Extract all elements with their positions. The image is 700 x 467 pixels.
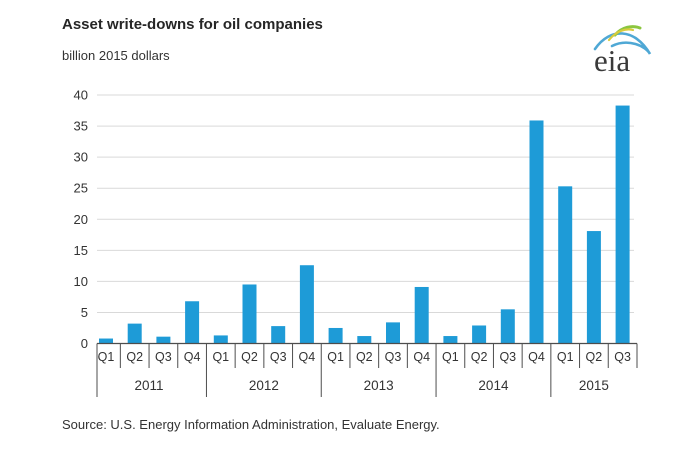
- bar: [500, 309, 515, 344]
- quarter-label: Q2: [471, 350, 488, 364]
- quarter-label: Q3: [155, 350, 172, 364]
- quarter-label: Q3: [614, 350, 631, 364]
- y-tick-label: 5: [81, 305, 88, 320]
- quarter-label: Q1: [442, 350, 459, 364]
- quarter-label: Q4: [413, 350, 430, 364]
- logo-leaf-yellow: [607, 28, 635, 42]
- quarter-label: Q3: [385, 350, 402, 364]
- bar: [242, 284, 257, 344]
- page-title: Asset write-downs for oil companies: [62, 16, 323, 33]
- quarter-label: Q3: [270, 350, 287, 364]
- bar: [156, 336, 171, 344]
- quarter-label: Q2: [356, 350, 373, 364]
- quarter-label: Q1: [98, 350, 115, 364]
- bar: [529, 120, 544, 344]
- logo-text: eia: [594, 43, 630, 78]
- y-tick-label: 0: [81, 336, 88, 351]
- y-tick-label: 30: [74, 150, 88, 165]
- bar: [615, 105, 630, 344]
- quarter-label: Q4: [184, 350, 201, 364]
- y-tick-label: 20: [74, 212, 88, 227]
- quarter-label: Q1: [212, 350, 229, 364]
- bar: [414, 286, 429, 344]
- bar: [443, 336, 458, 344]
- bar: [586, 231, 601, 344]
- bar: [357, 336, 372, 344]
- quarter-label: Q3: [499, 350, 516, 364]
- bar: [328, 327, 343, 344]
- bar: [127, 323, 142, 344]
- year-label: 2012: [249, 378, 279, 393]
- quarter-label: Q4: [528, 350, 545, 364]
- y-tick-label: 25: [74, 181, 88, 196]
- bar: [386, 322, 400, 344]
- bar: [558, 186, 573, 344]
- quarter-label: Q1: [557, 350, 574, 364]
- quarter-label: Q2: [586, 350, 603, 364]
- quarter-label: Q4: [299, 350, 316, 364]
- y-tick-label: 40: [74, 88, 88, 103]
- quarter-label: Q1: [327, 350, 344, 364]
- bar: [99, 338, 113, 344]
- year-label: 2014: [478, 378, 509, 393]
- y-tick-label: 10: [74, 274, 88, 289]
- bar: [472, 325, 487, 344]
- y-tick-label: 15: [74, 243, 88, 258]
- chart-units-label: billion 2015 dollars: [62, 48, 170, 63]
- bar: [213, 335, 228, 344]
- quarter-label: Q2: [126, 350, 143, 364]
- quarter-label: Q2: [241, 350, 258, 364]
- year-label: 2015: [579, 378, 609, 393]
- year-label: 2011: [135, 378, 164, 393]
- eia-logo-icon: eia: [588, 22, 660, 78]
- bar: [185, 301, 200, 344]
- bar: [271, 326, 286, 344]
- source-text: Source: U.S. Energy Information Administ…: [62, 417, 440, 432]
- logo-swoosh-stroke: [593, 32, 652, 55]
- eia-logo-svg: eia: [593, 25, 652, 78]
- bar: [299, 265, 314, 344]
- year-label: 2013: [364, 378, 394, 393]
- y-tick-label: 35: [74, 119, 88, 134]
